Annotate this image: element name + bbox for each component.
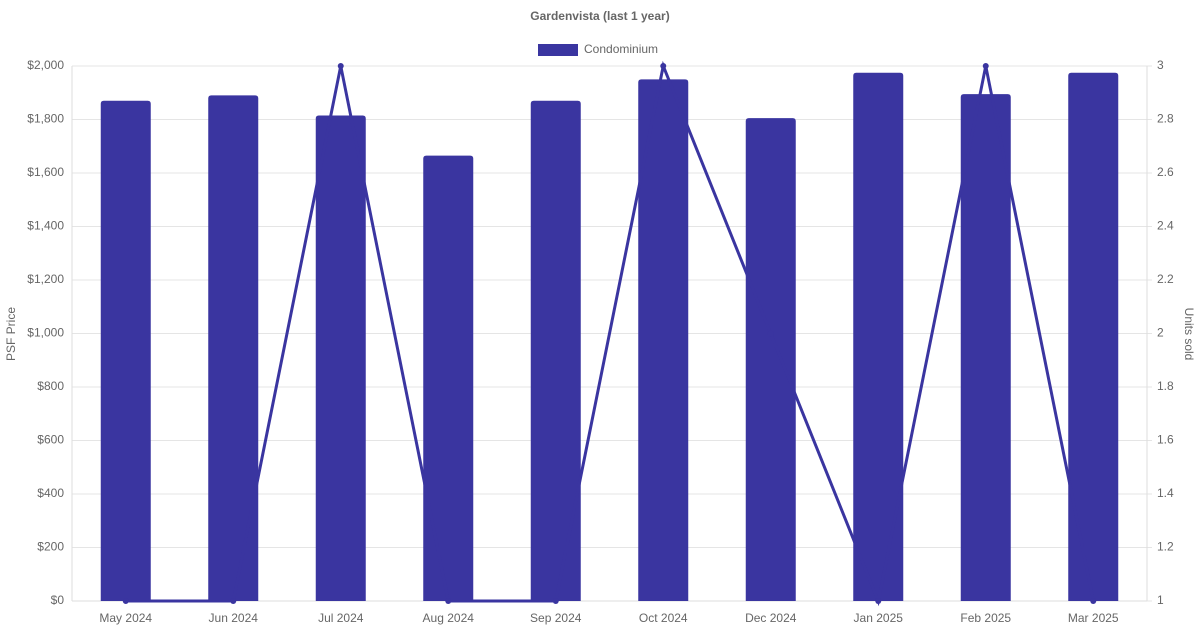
- chart-title: Gardenvista (last 1 year): [530, 9, 669, 23]
- x-tick-label: Jul 2024: [318, 611, 364, 625]
- y2-tick-label: 2: [1157, 326, 1164, 340]
- bar: [745, 118, 796, 601]
- y-tick-label: $400: [37, 486, 64, 500]
- x-tick-label: Feb 2025: [960, 611, 1011, 625]
- y2-tick-label: 1.4: [1157, 486, 1174, 500]
- legend-label: Condominium: [584, 42, 658, 56]
- y2-axis-title: Units sold: [1182, 308, 1196, 361]
- point: [1090, 598, 1097, 604]
- bar: [315, 115, 366, 602]
- point: [122, 598, 129, 604]
- legend-swatch: [538, 44, 578, 56]
- x-tick-label: Dec 2024: [745, 611, 797, 625]
- y-tick-label: $600: [37, 433, 64, 447]
- bar: [960, 94, 1011, 602]
- y-tick-label: $1,600: [27, 165, 64, 179]
- y-tick-label: $1,800: [27, 112, 64, 126]
- point: [230, 598, 237, 604]
- x-tick-label: Jun 2024: [209, 611, 259, 625]
- bar: [208, 95, 259, 602]
- bar: [530, 100, 581, 602]
- bar: [638, 79, 689, 601]
- y-tick-label: $800: [37, 379, 64, 393]
- x-tick-label: May 2024: [99, 611, 152, 625]
- y2-tick-label: 2.6: [1157, 165, 1174, 179]
- y-tick-label: $0: [51, 593, 65, 607]
- y2-tick-label: 1: [1157, 593, 1164, 607]
- point: [445, 598, 452, 604]
- point: [875, 598, 882, 604]
- y2-tick-label: 2.8: [1157, 112, 1174, 126]
- x-tick-label: Oct 2024: [639, 611, 688, 625]
- y-tick-label: $1,000: [27, 326, 64, 340]
- y-tick-label: $200: [37, 540, 64, 554]
- y2-tick-label: 1.2: [1157, 540, 1174, 554]
- point: [337, 63, 344, 69]
- y2-tick-label: 1.6: [1157, 433, 1174, 447]
- point: [660, 63, 667, 69]
- x-tick-label: Mar 2025: [1068, 611, 1119, 625]
- y2-tick-label: 3: [1157, 58, 1164, 72]
- line: [125, 60, 1095, 607]
- x-tick-label: Jan 2025: [854, 611, 904, 625]
- y2-tick-label: 1.8: [1157, 379, 1174, 393]
- point: [982, 63, 989, 69]
- y-tick-label: $1,400: [27, 219, 64, 233]
- bar: [853, 72, 904, 601]
- point: [552, 598, 559, 604]
- point: [767, 330, 774, 337]
- bar: [423, 155, 474, 602]
- y-tick-label: $1,200: [27, 272, 64, 286]
- x-tick-label: Sep 2024: [530, 611, 582, 625]
- y2-tick-label: 2.4: [1157, 219, 1174, 233]
- y-axis-title: PSF Price: [4, 307, 18, 361]
- bar: [1068, 72, 1119, 601]
- y-tick-label: $2,000: [27, 58, 64, 72]
- x-tick-label: Aug 2024: [423, 611, 475, 625]
- bar: [100, 100, 151, 602]
- y2-tick-label: 2.2: [1157, 272, 1174, 286]
